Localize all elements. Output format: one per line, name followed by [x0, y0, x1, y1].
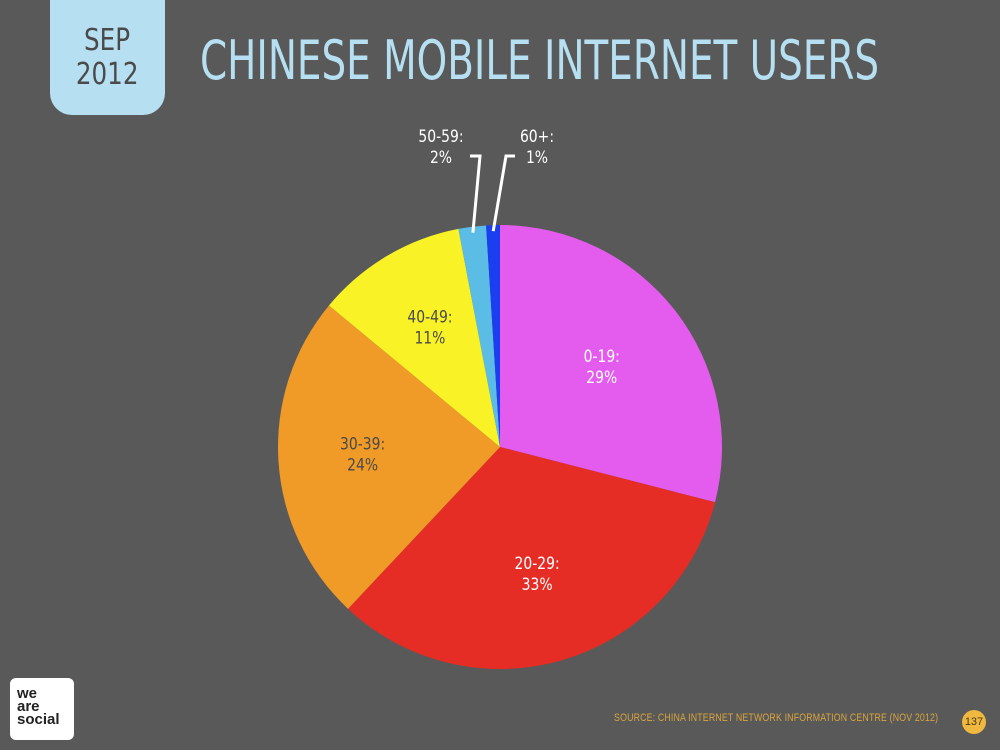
source-note: SOURCE: CHINA INTERNET NETWORK INFORMATI…: [613, 712, 938, 724]
slice-category-label: 30-39:: [340, 434, 385, 454]
pie-slice-2: [278, 305, 500, 609]
slice-label-4: 50-59:2%: [418, 127, 463, 168]
slice-label-5: 60+:1%: [520, 127, 554, 168]
leader-line-5: [491, 154, 515, 232]
leader-line-4: [470, 154, 482, 233]
logo-line: we: [17, 685, 38, 702]
page-number: 137: [962, 710, 986, 734]
pie-slice-4: [458, 225, 500, 447]
slice-category-label: 0-19:: [584, 347, 620, 367]
pie-slice-3: [328, 228, 500, 447]
slice-value-label: 2%: [430, 148, 452, 168]
pie-slice-5: [486, 225, 500, 447]
slice-label-2: 30-39:24%: [340, 434, 385, 475]
slice-value-label: 1%: [526, 148, 548, 168]
date-tab: SEP 2012: [50, 0, 165, 115]
slice-category-label: 60+:: [520, 127, 554, 147]
slice-value-label: 24%: [347, 455, 378, 475]
we-are-social-logo: we are social: [10, 678, 74, 740]
slice-label-0: 0-19:29%: [584, 347, 620, 388]
slice-label-3: 40-49:11%: [407, 307, 452, 348]
logo-line: are: [17, 698, 40, 715]
slice-value-label: 29%: [586, 368, 617, 388]
pie-slice-1: [348, 447, 716, 670]
date-month: SEP: [84, 22, 131, 58]
logo-line: social: [17, 711, 60, 728]
pie-slice-0: [500, 225, 723, 503]
slice-category-label: 40-49:: [407, 307, 452, 327]
slice-value-label: 11%: [414, 328, 445, 348]
slice-value-label: 33%: [522, 575, 553, 595]
date-year: 2012: [76, 56, 139, 92]
slice-category-label: 50-59:: [418, 127, 463, 147]
slice-label-1: 20-29:33%: [515, 554, 560, 595]
slice-category-label: 20-29:: [515, 554, 560, 574]
